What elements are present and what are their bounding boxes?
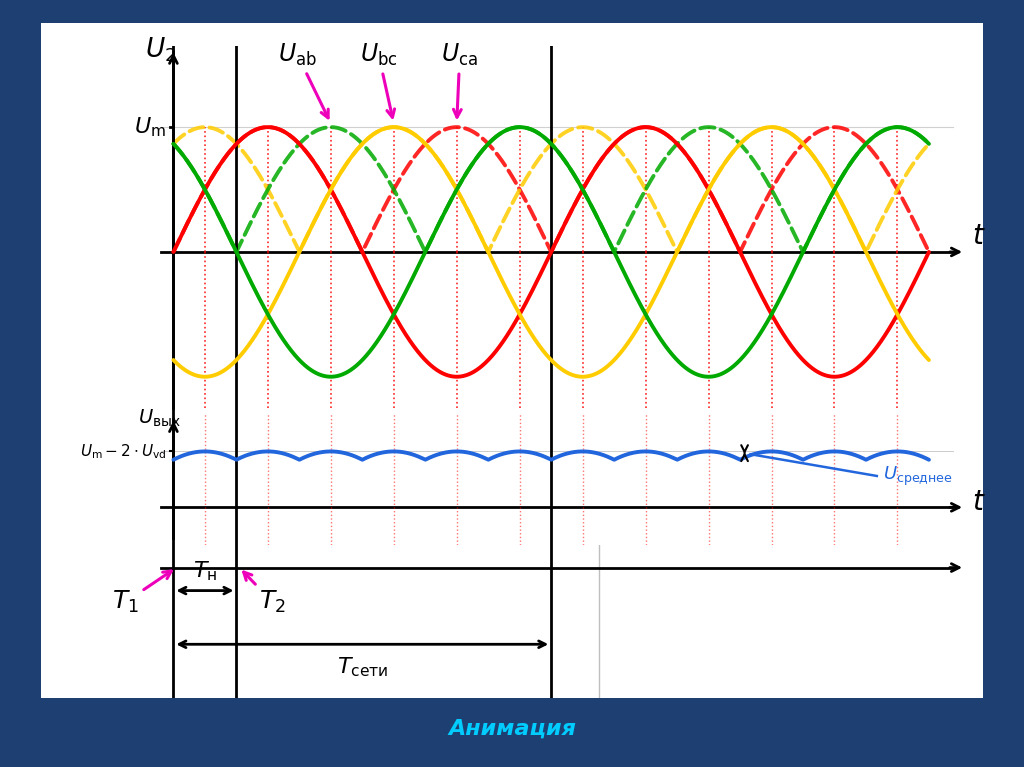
- Text: $U_\mathrm{ab}$: $U_\mathrm{ab}$: [279, 42, 329, 118]
- Text: Анимация: Анимация: [449, 719, 575, 739]
- Text: $T_\mathrm{н}$: $T_\mathrm{н}$: [193, 559, 217, 583]
- Text: $U_\mathrm{среднее}$: $U_\mathrm{среднее}$: [883, 464, 952, 488]
- Text: $U_\mathrm{m}$: $U_\mathrm{m}$: [134, 115, 166, 139]
- Text: $t$: $t$: [972, 222, 986, 250]
- Text: $U_\mathrm{bc}$: $U_\mathrm{bc}$: [359, 42, 397, 117]
- Text: $U_\mathrm{ca}$: $U_\mathrm{ca}$: [441, 42, 478, 117]
- Text: $U_2$: $U_2$: [144, 35, 176, 64]
- Text: $U_\mathrm{m}-2\cdot U_\mathrm{vd}$: $U_\mathrm{m}-2\cdot U_\mathrm{vd}$: [80, 442, 166, 461]
- Text: $T_1$: $T_1$: [112, 571, 171, 615]
- Text: $t$: $t$: [972, 489, 986, 516]
- Text: $T_2$: $T_2$: [244, 572, 286, 615]
- Text: $U_\mathrm{вых}$: $U_\mathrm{вых}$: [138, 408, 181, 430]
- Text: $T_\mathrm{сети}$: $T_\mathrm{сети}$: [337, 655, 388, 679]
